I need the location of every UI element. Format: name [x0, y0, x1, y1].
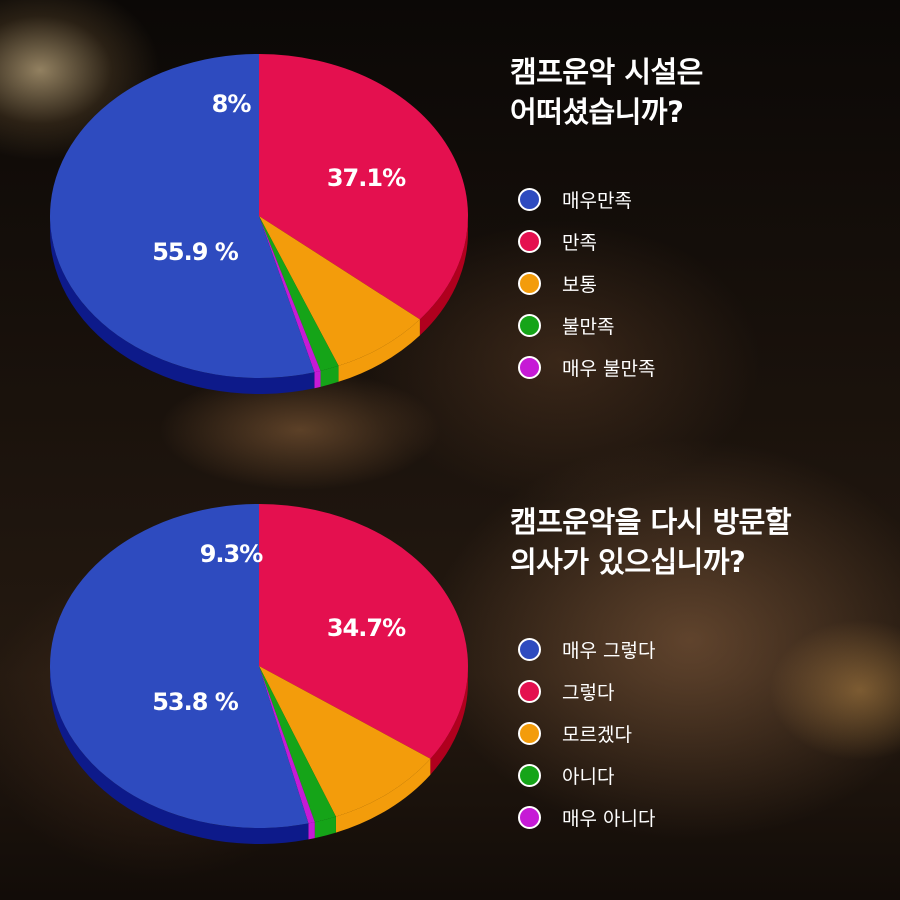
legend-item: 매우 그렇다: [518, 628, 655, 670]
chart-legend: 매우 그렇다 그렇다 모르겠다 아니다 매우 아니다: [518, 628, 655, 838]
pie-slice-매우 아니다: [259, 666, 315, 824]
pie-slice-side: [335, 758, 431, 833]
legend-swatch: [518, 679, 541, 703]
legend-label: 보통: [562, 273, 597, 296]
facilities-pie-chart: 55.9 % 37.1% 8%: [50, 54, 468, 395]
pie-data-label: 8%: [212, 90, 252, 118]
pie-slice-보통: [259, 216, 420, 366]
legend-label: 만족: [562, 231, 597, 254]
pie-slice-side: [430, 666, 468, 775]
legend-item: 그렇다: [518, 670, 655, 712]
revisit-pie-chart: 53.8 % 34.7% 9.3%: [49, 504, 469, 844]
legend-swatch: [518, 229, 541, 253]
legend-label: 매우만족: [562, 189, 632, 212]
pie-data-label: 55.9 %: [152, 238, 239, 266]
pie-slice-만족: [259, 54, 468, 320]
legend-label: 매우 그렇다: [562, 639, 656, 662]
legend-item: 불만족: [518, 304, 655, 346]
pie-slice-side: [50, 216, 315, 395]
legend-item: 만족: [518, 220, 655, 262]
legend-item: 보통: [518, 262, 655, 304]
legend-item: 매우 불만족: [518, 346, 655, 388]
legend-swatch: [518, 271, 541, 295]
pie-slice-아니다: [259, 666, 336, 823]
legend-label: 그렇다: [562, 681, 615, 704]
pie-slice-매우 그렇다: [49, 504, 309, 828]
chart-title-line-1: 캠프운악 시설은: [510, 55, 703, 89]
chart-panel-facilities: 55.9 % 37.1% 8% 캠프운악 시설은 어떠셨습니까? 매우만족 만족 보…: [50, 52, 703, 395]
pie-data-label: 34.7%: [327, 614, 406, 642]
pie-slice-side: [320, 365, 339, 387]
pie-slice-그렇다: [259, 504, 469, 759]
chart-legend: 매우만족 만족 보통 불만족 매우 불만족: [518, 178, 655, 388]
legend-swatch: [518, 187, 541, 211]
chart-panel-revisit: 53.8 % 34.7% 9.3% 캠프운악을 다시 방문할 의사가 있으십니까? …: [0, 450, 900, 900]
pie-data-label: 9.3%: [200, 540, 264, 568]
legend-item: 매우만족: [518, 178, 655, 220]
chart-title-line-2: 의사가 있으십니까?: [510, 545, 746, 579]
pie-slice-side: [308, 822, 315, 840]
pie-slice-side: [314, 370, 321, 389]
legend-swatch: [518, 805, 541, 829]
chart-title: 캠프운악을 다시 방문할 의사가 있으십니까?: [510, 502, 792, 582]
chart-title-line-1: 캠프운악을 다시 방문할: [510, 505, 792, 539]
legend-swatch: [518, 355, 541, 379]
pie-slice-모르겠다: [259, 666, 431, 817]
legend-swatch: [518, 637, 541, 661]
pie-data-label: 37.1%: [327, 164, 406, 192]
legend-swatch: [518, 313, 541, 337]
legend-item: 모르겠다: [518, 712, 655, 754]
chart-title-line-2: 어떠셨습니까?: [510, 95, 684, 129]
legend-label: 불만족: [562, 315, 615, 338]
pie-slice-side: [338, 319, 420, 382]
legend-swatch: [518, 763, 541, 787]
legend-label: 매우 불만족: [562, 357, 656, 380]
legend-swatch: [518, 721, 541, 745]
legend-label: 매우 아니다: [562, 807, 656, 830]
legend-item: 매우 아니다: [518, 796, 655, 838]
legend-label: 모르겠다: [562, 723, 632, 746]
pie-slice-side: [419, 216, 468, 336]
chart-title: 캠프운악 시설은 어떠셨습니까?: [510, 52, 703, 132]
legend-item: 아니다: [518, 754, 655, 796]
pie-data-label: 53.8 %: [152, 688, 239, 716]
pie-slice-매우만족: [50, 54, 315, 378]
pie-slice-불만족: [259, 216, 339, 371]
pie-slice-side: [314, 816, 336, 839]
legend-label: 아니다: [562, 765, 615, 788]
pie-slice-매우 불만족: [259, 216, 321, 373]
